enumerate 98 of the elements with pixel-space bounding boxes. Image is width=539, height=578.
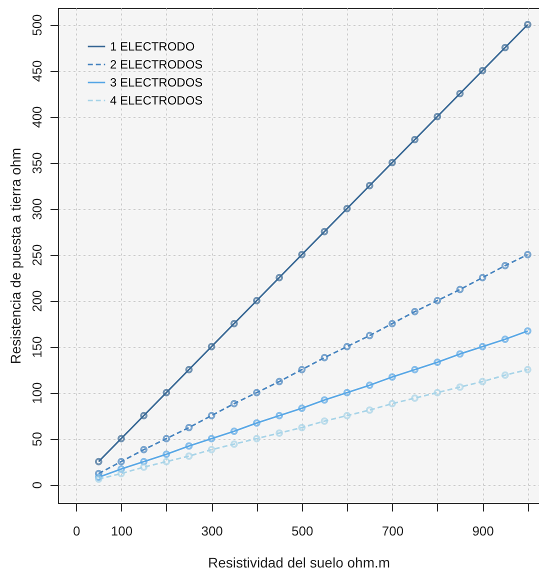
point	[230, 428, 238, 435]
point	[276, 429, 284, 437]
point	[140, 458, 148, 466]
point	[434, 112, 442, 120]
point	[208, 446, 216, 454]
point	[320, 417, 328, 425]
point	[117, 434, 125, 442]
y-tick-label: 150	[30, 336, 44, 358]
point	[117, 470, 125, 478]
point	[162, 450, 170, 458]
point	[140, 446, 148, 454]
point	[456, 350, 464, 358]
point	[434, 296, 442, 304]
point	[388, 400, 396, 408]
point	[343, 388, 351, 396]
point	[478, 378, 486, 386]
y-axis-title: Resistencia de puesta a tierra ohm	[8, 148, 24, 364]
point	[501, 335, 509, 343]
point	[252, 388, 260, 396]
point	[320, 396, 328, 404]
point	[208, 434, 216, 442]
point	[252, 296, 260, 304]
y-tick-label: 400	[30, 106, 44, 128]
point	[298, 250, 306, 258]
point	[456, 90, 464, 98]
point	[388, 373, 396, 381]
legend-label: 4 ELECTRODOS	[110, 94, 203, 108]
y-tick-label: 200	[30, 290, 44, 312]
x-tick-label: 500	[292, 524, 314, 538]
point	[185, 366, 193, 374]
point	[298, 424, 306, 432]
y-tick-label: 450	[30, 60, 44, 82]
point	[252, 434, 260, 442]
y-tick-label: 300	[30, 198, 44, 220]
point	[117, 458, 125, 466]
point	[208, 412, 216, 420]
point	[411, 308, 419, 316]
point	[298, 366, 306, 374]
point	[140, 412, 148, 420]
point	[162, 434, 170, 442]
y-tick-label: 50	[30, 432, 44, 446]
point	[501, 262, 509, 270]
point	[230, 440, 238, 448]
y-tick-label: 100	[30, 382, 44, 404]
point	[434, 358, 442, 366]
point	[456, 383, 464, 391]
point	[185, 424, 193, 432]
point	[320, 228, 328, 236]
y-tick-label: 500	[30, 14, 44, 36]
x-tick-label: 0	[72, 524, 80, 538]
point	[478, 342, 486, 350]
point	[343, 204, 351, 212]
point	[366, 182, 374, 190]
legend-label: 3 ELECTRODOS	[110, 76, 203, 90]
point	[501, 44, 509, 52]
point	[388, 320, 396, 328]
point	[456, 286, 464, 294]
point	[411, 366, 419, 374]
point	[478, 274, 486, 282]
x-tick-label: 100	[110, 524, 133, 538]
point	[524, 250, 532, 258]
point	[388, 158, 396, 166]
point	[366, 406, 374, 414]
point	[94, 470, 102, 478]
point	[185, 442, 193, 450]
point	[252, 419, 260, 427]
y-tick-label: 0	[30, 481, 44, 489]
legend-label: 1 ELECTRODO	[110, 40, 195, 54]
point	[230, 320, 238, 328]
y-tick-label: 350	[30, 152, 44, 174]
point	[320, 354, 328, 362]
x-tick-label: 900	[472, 524, 494, 538]
point	[366, 381, 374, 389]
point	[343, 342, 351, 350]
point	[276, 378, 284, 386]
x-axis-title: Resistividad del suelo ohm.m	[208, 554, 390, 570]
point	[343, 412, 351, 420]
point	[298, 404, 306, 412]
point	[208, 342, 216, 350]
point	[524, 366, 532, 374]
x-tick-label: 700	[382, 524, 404, 538]
point	[276, 274, 284, 282]
point	[117, 465, 125, 473]
point	[434, 388, 442, 396]
point	[162, 388, 170, 396]
x-tick-label: 300	[201, 524, 223, 538]
point	[162, 458, 170, 466]
point	[230, 400, 238, 408]
point	[478, 66, 486, 74]
point	[366, 332, 374, 340]
point	[140, 463, 148, 471]
y-tick-label: 250	[30, 244, 44, 266]
point	[185, 452, 193, 460]
point	[501, 371, 509, 379]
point	[411, 394, 419, 402]
point	[276, 412, 284, 420]
point	[411, 136, 419, 144]
legend-label: 2 ELECTRODOS	[110, 58, 203, 72]
